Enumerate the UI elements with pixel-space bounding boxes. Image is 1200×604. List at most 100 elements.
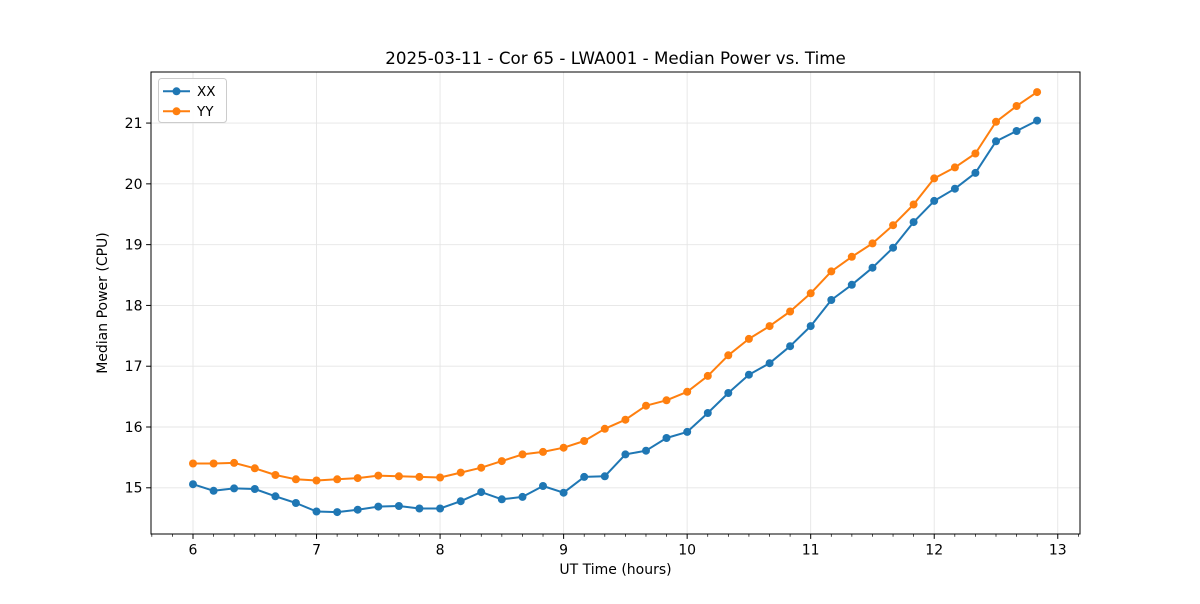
data-point-xx (662, 434, 671, 442)
data-point-xx (1012, 127, 1021, 135)
plot-border (150, 71, 1081, 535)
data-point-xx (827, 296, 836, 304)
data-point-xx (683, 427, 692, 436)
data-point-xx (394, 502, 403, 510)
data-point-yy (683, 387, 692, 396)
data-point-xx (642, 446, 650, 455)
data-point-xx (580, 472, 589, 481)
data-point-yy (477, 463, 486, 472)
grid-layer (151, 72, 1080, 534)
y-tick-label: 17 (125, 359, 143, 375)
data-point-xx (374, 502, 383, 511)
data-point-yy (1033, 88, 1042, 97)
legend-box (158, 78, 227, 123)
data-point-yy (394, 472, 403, 481)
data-point-yy (930, 174, 939, 183)
data-point-yy (847, 252, 856, 261)
data-point-xx (456, 497, 465, 506)
data-point-yy (353, 474, 362, 483)
legend-marker-xx (172, 87, 181, 96)
y-tick-label: 19 (125, 238, 143, 254)
x-tick-label: 9 (559, 543, 568, 559)
data-point-yy (786, 307, 795, 316)
data-point-xx (600, 472, 609, 481)
data-point-xx (909, 218, 918, 227)
data-point-xx (868, 263, 877, 272)
y-tick-label: 20 (125, 177, 143, 193)
data-point-yy (436, 473, 445, 482)
data-point-xx (930, 196, 939, 205)
data-point-yy (703, 371, 712, 380)
data-point-xx (889, 243, 898, 252)
data-point-xx (415, 504, 424, 513)
data-point-yy (806, 289, 815, 298)
data-point-xx (189, 480, 197, 489)
data-point-yy (621, 415, 630, 424)
data-point-yy (868, 239, 877, 248)
data-point-yy (642, 401, 650, 410)
data-point-yy (518, 450, 527, 459)
data-point-yy (765, 322, 774, 331)
data-point-xx (971, 168, 980, 177)
data-point-xx (230, 484, 239, 493)
data-point-yy (497, 457, 506, 466)
data-point-yy (230, 458, 239, 467)
x-tick-label: 10 (678, 543, 696, 559)
x-tick-label: 13 (1049, 543, 1067, 559)
y-tick-label: 15 (125, 481, 143, 497)
y-axis-label: Median Power (CPU) (95, 232, 111, 374)
data-point-xx (312, 507, 321, 516)
data-point-yy (724, 351, 733, 360)
series-layer (189, 88, 1042, 517)
data-point-yy (415, 472, 424, 481)
data-point-yy (312, 476, 321, 485)
chart-title: 2025-03-11 - Cor 65 - LWA001 - Median Po… (385, 48, 846, 68)
data-point-yy (1012, 102, 1021, 110)
series-line-xx (192, 119, 1039, 514)
data-point-xx (847, 280, 856, 289)
x-tick-label: 8 (436, 543, 445, 559)
data-point-yy (374, 471, 383, 480)
data-point-yy (827, 267, 836, 276)
data-point-xx (724, 389, 733, 397)
data-point-yy (744, 334, 753, 343)
data-point-yy (992, 117, 1000, 126)
data-point-yy (971, 149, 980, 158)
data-point-yy (271, 471, 280, 479)
data-point-xx (291, 499, 300, 507)
data-point-yy (291, 475, 300, 484)
axis-layer: 6 7 8 9 10 11 12 13 15 16 17 18 19 20 21 (125, 116, 1079, 559)
data-point-xx (436, 504, 445, 513)
data-point-xx (786, 342, 795, 351)
y-tick-label: 16 (125, 420, 143, 436)
data-point-xx (621, 450, 630, 459)
data-point-xx (539, 482, 547, 490)
legend-marker-yy (172, 107, 181, 116)
data-point-xx (950, 184, 959, 193)
data-point-yy (600, 424, 609, 433)
data-point-yy (889, 221, 898, 230)
series-line-yy (192, 91, 1039, 482)
data-point-xx (333, 508, 342, 517)
data-point-xx (703, 409, 712, 417)
legend: XX YY (158, 78, 227, 123)
y-tick-label: 18 (125, 298, 143, 314)
data-point-yy (909, 200, 918, 209)
x-tick-label: 6 (189, 543, 198, 559)
data-point-yy (950, 163, 959, 172)
data-point-xx (559, 488, 568, 497)
data-point-xx (806, 322, 815, 331)
data-point-xx (497, 495, 506, 504)
data-point-xx (992, 137, 1000, 146)
data-point-yy (209, 459, 218, 468)
data-point-yy (580, 437, 589, 445)
data-point-yy (559, 443, 568, 452)
data-point-xx (271, 492, 280, 501)
data-point-xx (477, 488, 486, 497)
legend-label-yy: YY (196, 104, 214, 120)
y-tick-label: 21 (125, 116, 143, 132)
data-point-xx (353, 505, 362, 514)
x-tick-label: 7 (312, 543, 321, 559)
